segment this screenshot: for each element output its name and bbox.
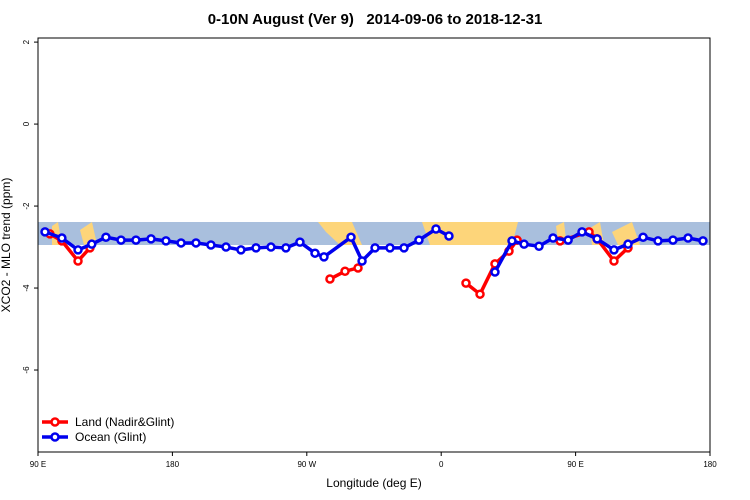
x-tick-label: 180 [166,460,180,469]
point [698,236,708,246]
point [73,245,83,255]
point [40,227,50,237]
point [236,245,246,255]
x-tick-label: 180 [703,460,717,469]
y-tick-label: -6 [22,366,31,374]
chart-title: 0-10N August (Ver 9) 2014-09-06 to 2018-… [208,11,543,28]
y-tick-label: 2 [22,39,31,44]
point [519,239,529,249]
y-tick-label: -2 [22,202,31,210]
point [295,237,305,247]
point [116,235,126,245]
x-tick-label: 90 W [297,460,316,469]
point [623,239,633,249]
point [319,252,329,262]
point [431,224,441,234]
point [668,235,678,245]
y-tick-label: -4 [22,284,31,292]
point [131,235,141,245]
point [563,235,573,245]
point [609,256,619,266]
point [146,234,156,244]
plot-frame [37,37,711,453]
point [161,236,171,246]
y-axis-label: XCO2 - MLO trend (ppm) [0,178,13,313]
point [206,240,216,250]
point [399,243,409,253]
x-tick-label: 90 E [30,460,46,469]
point [357,256,367,266]
point [325,274,335,284]
legend-label: Land (Nadir&Glint) [75,415,174,429]
point [534,241,544,251]
point [461,278,471,288]
map-strip [38,222,710,245]
legend-marker [50,432,60,442]
point [653,236,663,246]
point [548,233,558,243]
point [385,243,395,253]
point [370,243,380,253]
point [592,234,602,244]
point [444,231,454,241]
point [281,243,291,253]
land-patch [556,222,640,245]
point [683,233,693,243]
point [475,289,485,299]
legend-label: Ocean (Glint) [75,430,146,444]
point [490,267,500,277]
point [353,263,363,273]
point [251,243,261,253]
point [87,239,97,249]
point [73,256,83,266]
legend-marker [50,417,60,427]
point [310,248,320,258]
point [176,238,186,248]
point [414,235,424,245]
land-patch [52,222,96,245]
x-tick-label: 0 [439,460,444,469]
point [577,227,587,237]
x-tick-label: 90 E [567,460,583,469]
point [57,233,67,243]
y-tick-label: 0 [22,121,31,126]
point [266,242,276,252]
point [340,266,350,276]
point [609,245,619,255]
point [101,232,111,242]
point [638,232,648,242]
point [191,238,201,248]
point [346,232,356,242]
point [507,236,517,246]
ocean-band [38,222,710,245]
point [221,242,231,252]
x-axis-label: Longitude (deg E) [326,476,421,490]
